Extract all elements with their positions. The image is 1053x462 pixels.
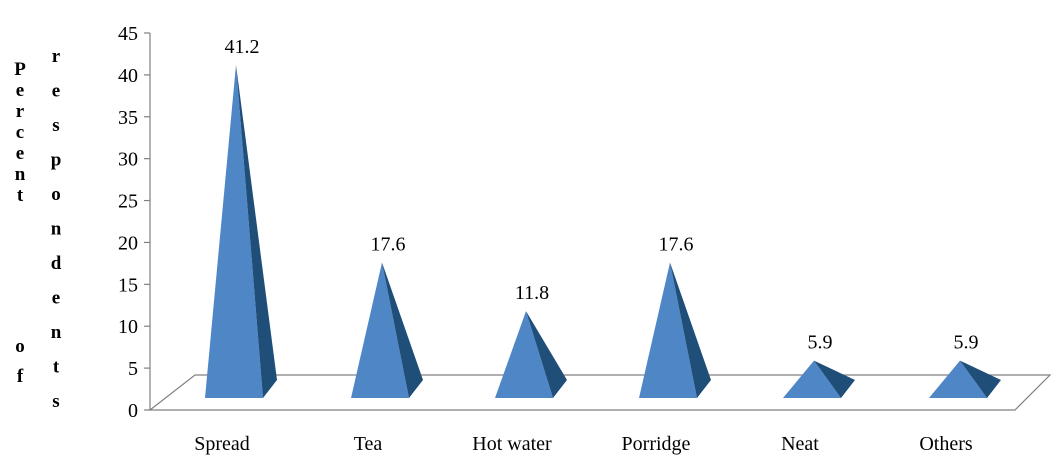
y-axis-label-letter: o [51,184,61,205]
pyramid-side-face [670,262,711,398]
pyramid-front-face [929,360,987,398]
pyramid-front-face [495,311,553,398]
x-tick-label: Porridge [622,433,691,455]
y-axis-label-letter: r [16,101,25,122]
y-axis-label-letter: t [53,357,60,378]
pyramid-front-face [205,64,263,398]
x-tick-label: Others [919,433,973,455]
pyramid-bar [205,64,277,398]
y-tick-label: 45 [118,23,138,45]
x-tick-label: Neat [781,433,819,455]
data-labels: 41.2 17.6 11.8 17.6 5.9 5.9 [225,36,979,354]
data-label: 17.6 [371,234,406,256]
pyramid-bar [929,360,1001,398]
pyramid-bar [351,262,423,398]
y-tick-label: 15 [118,274,138,296]
y-axis-label-letter: e [52,81,60,102]
y-tick-label: 10 [118,316,138,338]
data-label: 5.9 [954,332,979,354]
pyramid-side-face [382,262,423,398]
y-tick-label: 40 [118,65,138,87]
y-axis-label-letter: P [14,59,26,80]
data-label: 11.8 [515,282,549,304]
y-axis: 0 5 10 15 20 25 30 35 40 45 [118,23,151,422]
chart-floor [148,374,1052,411]
pyramid-side-face [960,360,1001,398]
y-axis-label-letter: e [16,143,24,164]
data-label: 17.6 [659,234,694,256]
pyramid-front-face [639,262,697,398]
y-axis-label-letter: e [52,288,60,309]
pyramid-side-face [526,311,567,398]
y-axis-label-letter: t [17,185,24,206]
y-axis-label-letter: e [16,80,24,101]
x-tick-label: Hot water [472,433,552,455]
data-label: 41.2 [225,36,260,58]
x-tick-label: Spread [194,433,250,455]
y-axis-label-letter: n [15,164,26,185]
y-axis-label-letter: f [17,366,24,387]
y-tick-label: 0 [128,400,138,422]
y-tick-label: 20 [118,232,138,254]
category-labels: Spread Tea Hot water Porridge Neat Others [194,433,973,455]
y-axis-label-letter: s [52,115,59,136]
pyramid-bar [639,262,711,398]
y-axis-label-letter: n [51,322,62,343]
x-tick-label: Tea [354,433,383,455]
y-axis-label-letter: o [15,336,25,357]
chart-floor-plane [148,374,1052,411]
pyramid-bars [205,64,1001,398]
pyramid-bar [495,311,567,398]
pyramid-side-face [236,64,277,398]
pyramid-front-face [351,262,409,398]
y-tick-label: 25 [118,191,138,213]
y-axis-label-letter: r [52,46,61,67]
data-label: 5.9 [808,332,833,354]
pyramid-bar [783,360,855,398]
y-axis-label-letter: d [51,253,62,274]
y-axis-label-letter: c [16,122,24,143]
y-axis-label-letter: s [52,391,59,412]
y-tick-label: 30 [118,149,138,171]
y-axis-label-letter: n [51,219,62,240]
y-axis-label-letter: p [51,150,62,171]
pyramid-side-face [814,360,855,398]
y-tick-label: 5 [128,358,138,380]
y-tick-label: 35 [118,107,138,129]
pyramid-front-face [783,360,841,398]
